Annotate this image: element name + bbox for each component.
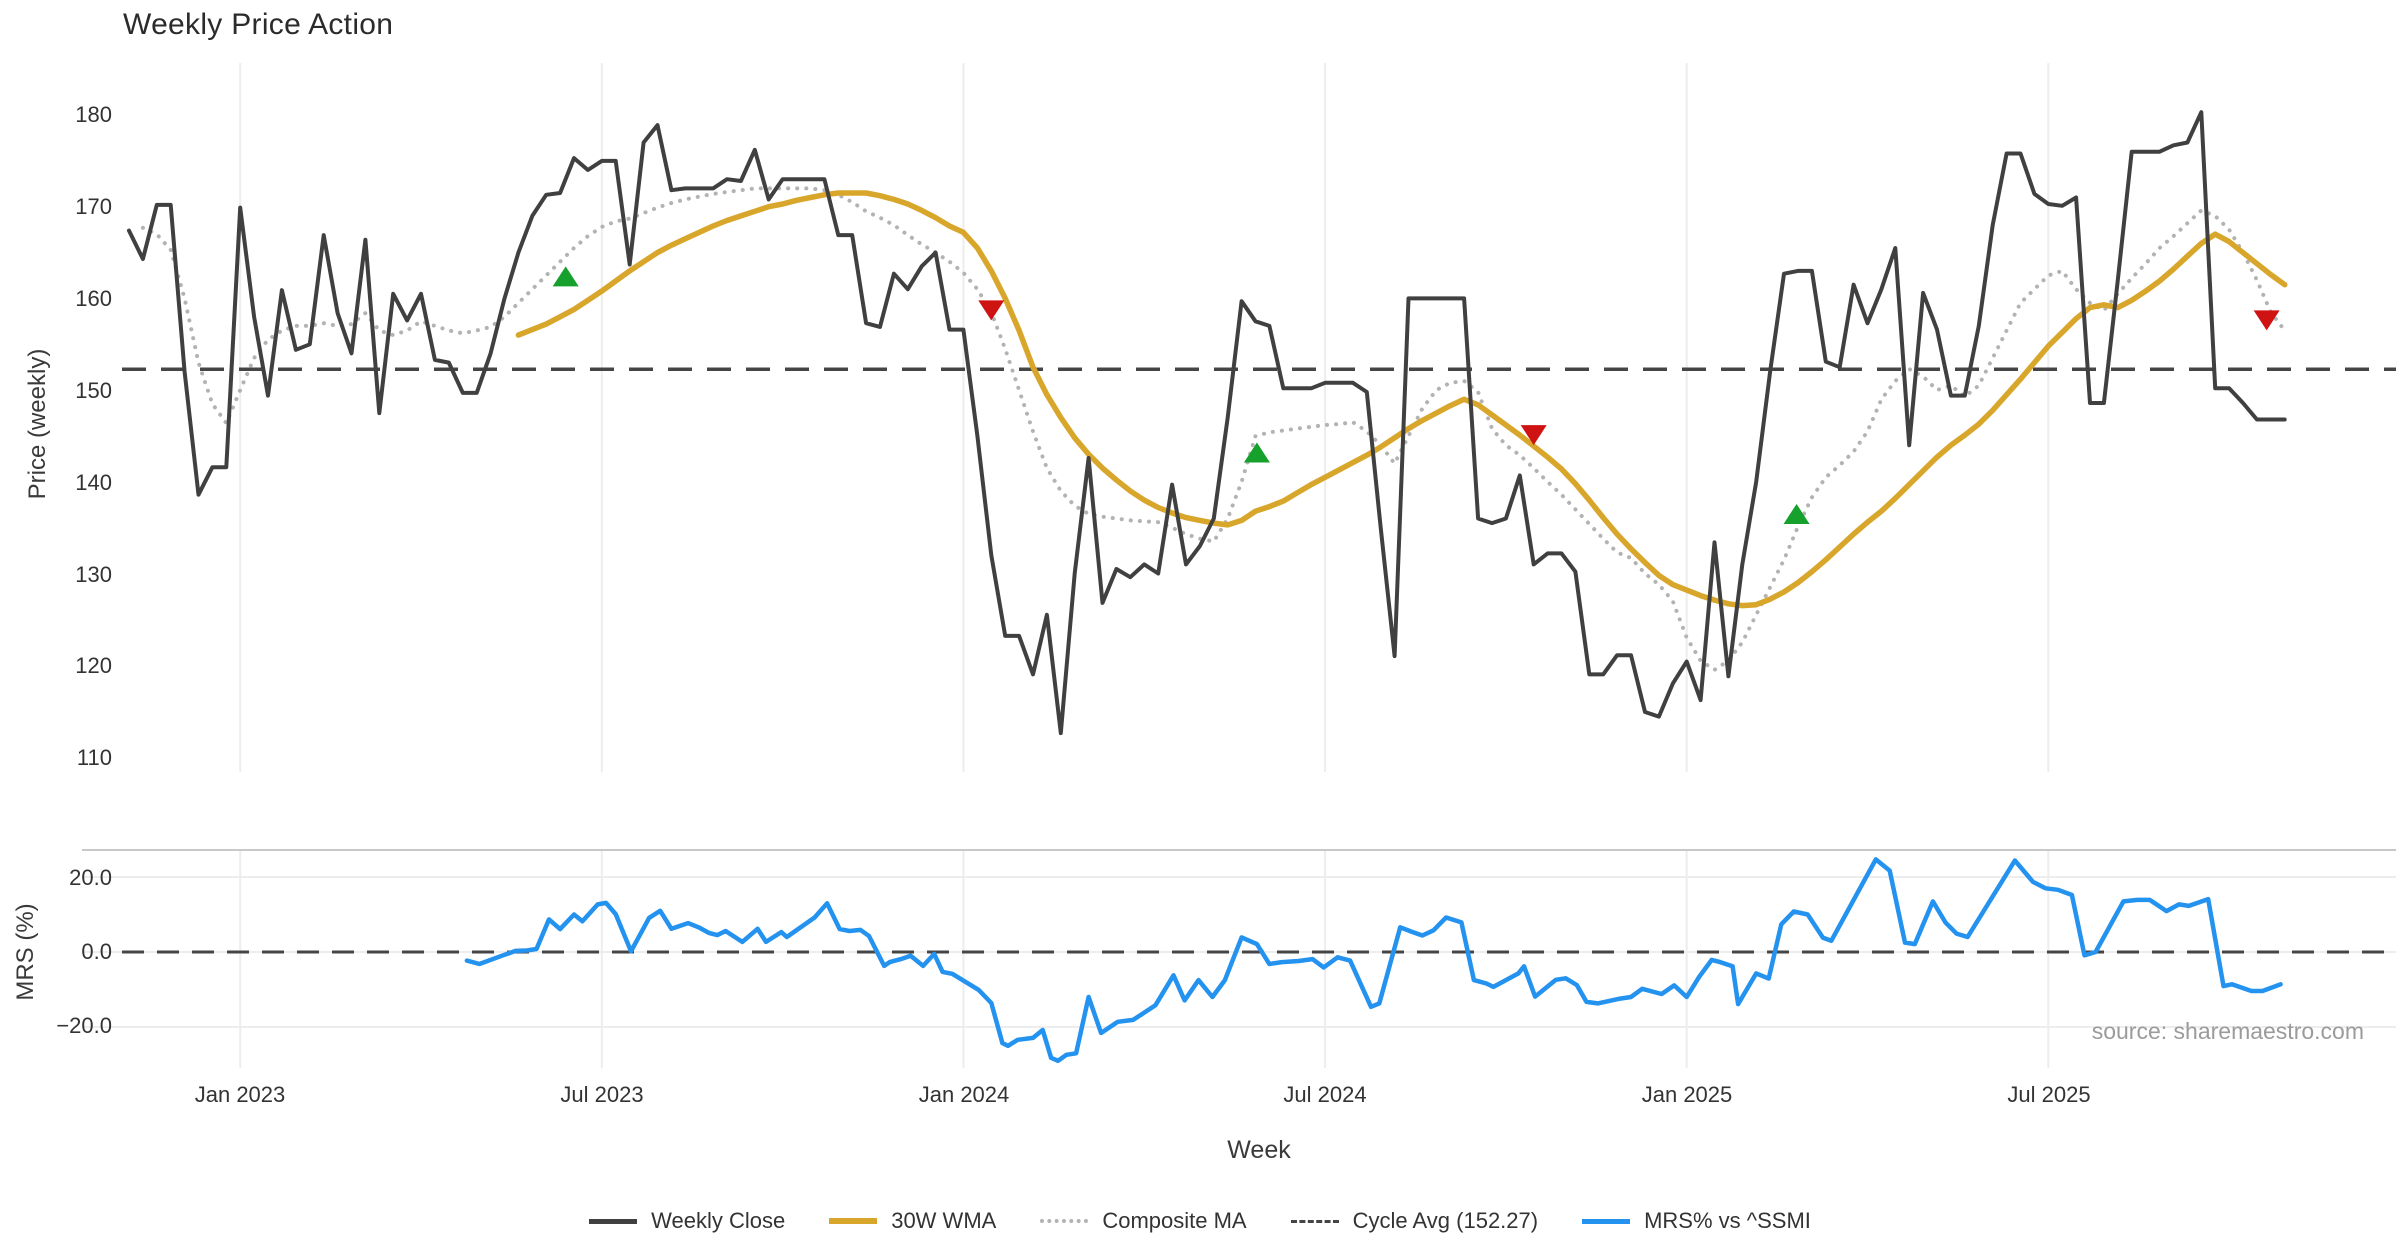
ytick-130: 130 xyxy=(75,562,112,587)
weekly-close-line xyxy=(127,110,2287,736)
wma-line xyxy=(515,190,2288,609)
reference-lines xyxy=(122,367,2396,954)
mrs-swatch-icon xyxy=(1582,1218,1631,1224)
legend-item-wma[interactable]: 30W WMA xyxy=(829,1208,996,1234)
legend-label: MRS% vs ^SSMI xyxy=(1644,1208,1811,1233)
ytick-180: 180 xyxy=(75,102,112,127)
legend-item-weekly-close[interactable]: Weekly Close xyxy=(589,1208,785,1234)
xtick-jan-2025: Jan 2025 xyxy=(1641,1082,1733,1107)
wma-swatch-icon xyxy=(829,1218,878,1224)
legend-label: Composite MA xyxy=(1102,1208,1247,1233)
xtick-jan-2024: Jan 2024 xyxy=(918,1082,1010,1107)
ytick-160: 160 xyxy=(75,286,112,311)
ytick-110: 110 xyxy=(76,745,112,770)
legend: Weekly Close 30W WMA Composite MA Cycle … xyxy=(0,1208,2400,1234)
cycle-avg-swatch-icon xyxy=(1290,1219,1339,1223)
sell-marker-icon xyxy=(1520,425,1547,446)
x-axis-label: Week xyxy=(1227,1136,1291,1164)
xtick-jul-2024: Jul 2024 xyxy=(1283,1082,1367,1107)
mrs-ytick-20: 20.0 xyxy=(69,865,112,890)
legend-item-cycle-avg[interactable]: Cycle Avg (152.27) xyxy=(1290,1208,1539,1234)
gridlines xyxy=(82,63,2396,1068)
mrs-line xyxy=(464,857,2283,1064)
mrs-ytick-neg20: −20.0 xyxy=(56,1013,112,1038)
legend-item-composite[interactable]: Composite MA xyxy=(1040,1208,1247,1234)
ytick-170: 170 xyxy=(75,194,112,219)
xtick-jan-2023: Jan 2023 xyxy=(194,1082,286,1107)
ytick-150: 150 xyxy=(75,378,112,403)
page-title: Weekly Price Action xyxy=(123,8,394,41)
sell-marker-icon xyxy=(978,300,1005,321)
buy-marker-icon xyxy=(1243,442,1270,463)
sell-marker-icon xyxy=(2253,310,2280,331)
legend-label: 30W WMA xyxy=(891,1208,997,1233)
ytick-120: 120 xyxy=(75,653,112,678)
xtick-jul-2025: Jul 2025 xyxy=(2007,1082,2091,1107)
composite-swatch-icon xyxy=(1040,1219,1089,1223)
composite-ma-line xyxy=(140,186,2287,672)
legend-label: Cycle Avg (152.27) xyxy=(1352,1208,1539,1233)
ytick-140: 140 xyxy=(75,470,112,495)
signal-markers xyxy=(552,266,2280,524)
weekly-close-swatch-icon xyxy=(589,1218,638,1224)
source-note: source: sharemaestro.com xyxy=(2091,1018,2364,1044)
buy-marker-icon xyxy=(552,266,579,287)
legend-label: Weekly Close xyxy=(651,1208,786,1233)
mrs-ytick-0: 0.0 xyxy=(81,939,112,964)
buy-marker-icon xyxy=(1783,503,1810,524)
legend-item-mrs[interactable]: MRS% vs ^SSMI xyxy=(1582,1208,1811,1234)
xtick-jul-2023: Jul 2023 xyxy=(560,1082,644,1107)
